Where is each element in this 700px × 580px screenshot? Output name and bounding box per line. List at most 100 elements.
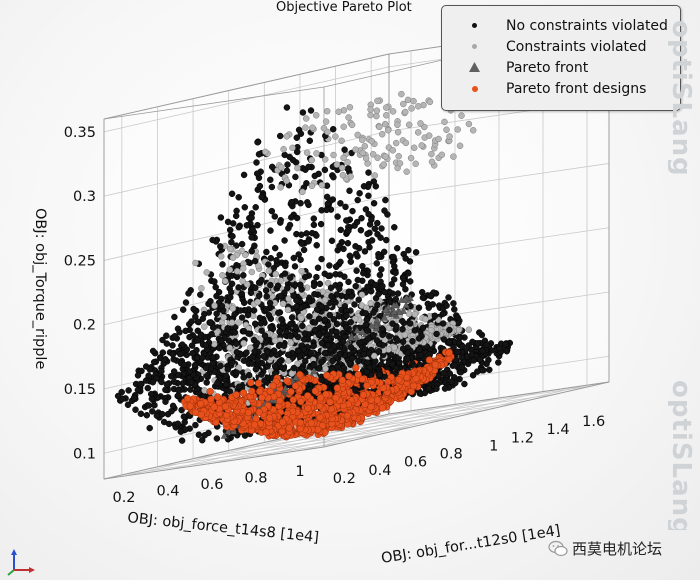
point-no-constraints [476,329,483,336]
point-constraints-violated [391,344,398,351]
x-tick-label: 1 [295,464,304,480]
pareto-design-point [254,379,263,387]
point-constraints-violated [335,108,342,116]
point-no-constraints [356,190,363,197]
point-constraints-violated [408,105,415,112]
point-no-constraints [313,273,320,281]
point-no-constraints [329,125,337,133]
pareto-design-point [296,370,304,379]
point-no-constraints [365,192,372,200]
point-no-constraints [137,380,144,388]
point-no-constraints [277,292,285,300]
data-points [114,80,514,444]
point-constraints-violated [450,153,457,160]
point-no-constraints [287,274,294,281]
point-no-constraints [169,351,177,358]
point-no-constraints [349,354,356,362]
point-no-constraints [229,232,236,240]
point-no-constraints [216,344,223,352]
point-no-constraints [201,431,209,439]
point-no-constraints [258,327,265,334]
pareto-design-point [410,382,418,390]
point-no-constraints [187,378,195,386]
point-constraints-violated [370,352,378,360]
point-no-constraints [360,269,367,277]
point-no-constraints [306,313,313,320]
point-no-constraints [253,159,260,166]
point-no-constraints [310,221,318,229]
point-no-constraints [347,318,354,326]
point-no-constraints [254,138,261,146]
point-no-constraints [222,372,230,379]
point-no-constraints [344,239,352,247]
point-constraints-violated [392,139,400,147]
point-constraints-violated [332,133,339,140]
point-constraints-violated [362,155,370,162]
point-constraints-violated [465,120,473,128]
point-no-constraints [394,290,402,297]
pareto-design-point [332,394,340,402]
point-no-constraints [134,386,142,394]
pareto-design-point [244,408,253,417]
point-no-constraints [250,336,258,344]
point-no-constraints [213,310,220,317]
point-no-constraints [231,329,239,336]
pareto-front-marker [390,307,398,315]
point-no-constraints [393,244,401,252]
point-constraints-violated [385,324,393,332]
point-constraints-violated [330,151,337,159]
pareto-design-point [232,391,240,399]
point-no-constraints [352,282,359,290]
point-no-constraints [250,307,258,314]
point-no-constraints [337,258,344,266]
y-tick-label: 1.6 [582,414,605,430]
z-tick-label: 0.3 [73,189,96,205]
point-constraints-violated [277,184,284,191]
point-constraints-violated [226,344,233,352]
point-no-constraints [311,290,318,298]
point-no-constraints [429,301,437,308]
point-no-constraints [399,325,406,333]
point-no-constraints [343,312,350,319]
point-no-constraints [185,290,192,297]
point-no-constraints [228,238,235,246]
point-no-constraints [191,361,199,369]
point-constraints-violated [382,153,389,160]
point-constraints-violated [320,124,328,132]
point-constraints-violated [279,300,287,308]
point-no-constraints [313,242,320,249]
point-constraints-violated [403,168,410,175]
point-no-constraints [318,303,326,310]
point-no-constraints [390,276,398,283]
point-no-constraints [240,299,248,307]
point-constraints-violated [378,130,386,138]
point-no-constraints [479,347,486,355]
point-no-constraints [440,369,447,377]
black-dot-icon [472,23,477,28]
point-no-constraints [179,306,187,313]
point-no-constraints [325,272,332,280]
point-no-constraints [153,412,161,419]
point-no-constraints [163,381,171,388]
point-no-constraints [421,389,429,397]
point-no-constraints [300,336,308,343]
point-no-constraints [299,109,307,116]
y-tick-label: 1.2 [511,430,534,446]
pareto-design-point [425,356,434,364]
point-no-constraints [299,322,306,330]
point-no-constraints [310,282,318,290]
point-no-constraints [247,289,255,297]
point-constraints-violated [435,135,442,143]
point-no-constraints [318,255,325,263]
point-no-constraints [243,222,251,229]
point-constraints-violated [411,311,419,318]
point-no-constraints [262,287,270,294]
point-no-constraints [281,270,289,277]
point-no-constraints [188,318,195,325]
point-constraints-violated [404,96,412,104]
point-no-constraints [227,294,234,301]
pareto-design-point [183,394,192,403]
point-constraints-violated [239,265,247,272]
point-no-constraints [365,335,372,342]
point-constraints-violated [221,277,229,285]
